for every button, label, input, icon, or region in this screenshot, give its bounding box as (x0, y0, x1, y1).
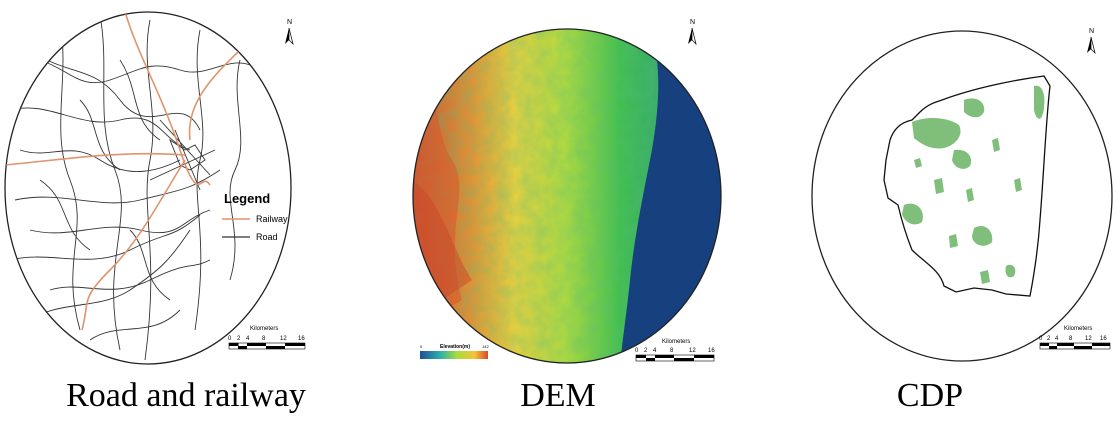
north-label: N (1089, 28, 1094, 35)
scale-tick-16: 16 (1100, 336, 1107, 342)
scale-tick-16: 16 (708, 348, 715, 354)
north-arrow-icon: N (688, 19, 696, 44)
legend-railway-label: Railway (256, 214, 288, 224)
road-railway-panel: Legend Railway Road N Kilometers 0 2 4 8… (0, 0, 372, 443)
scale-bar-title: Kilometers (250, 326, 278, 332)
scale-tick-2: 2 (644, 348, 648, 354)
cdp-panel: N Kilometers 0 2 4 8 12 16 CDP (744, 0, 1116, 443)
scale-tick-0: 0 (228, 336, 232, 342)
dem-panel: Elevation(m) 0 142 N Kilometers 0 2 4 8 … (372, 0, 744, 443)
scale-tick-12: 12 (1085, 336, 1092, 342)
north-arrow-icon: N (1087, 28, 1095, 53)
scale-bar: Kilometers 0 2 4 8 12 16 (228, 326, 305, 349)
elevation-legend: Elevation(m) 0 142 (420, 344, 489, 359)
north-label: N (287, 19, 292, 26)
scale-tick-0: 0 (635, 348, 639, 354)
north-arrow-icon: N (285, 19, 293, 44)
elevation-min-label: 0 (420, 344, 423, 349)
legend-title: Legend (224, 191, 270, 206)
legend-road-label: Road (256, 232, 278, 242)
elevation-color-ramp (420, 351, 488, 359)
elevation-max-label: 142 (482, 344, 489, 349)
scale-bar: Kilometers 0 2 4 8 12 16 (635, 339, 715, 361)
elevation-legend-title: Elevation(m) (440, 344, 470, 350)
caption-dem: DEM (372, 377, 744, 415)
scale-tick-8: 8 (1069, 336, 1073, 342)
north-label: N (690, 19, 695, 26)
scale-tick-4: 4 (653, 348, 657, 354)
caption-road-railway: Road and railway (0, 377, 372, 415)
dem-map: Elevation(m) 0 142 N Kilometers 0 2 4 8 … (372, 0, 744, 370)
scale-tick-2: 2 (237, 336, 241, 342)
cdp-map: N Kilometers 0 2 4 8 12 16 (744, 0, 1116, 370)
scale-tick-4: 4 (246, 336, 250, 342)
scale-bar-title: Kilometers (662, 339, 690, 345)
scale-tick-8: 8 (262, 336, 266, 342)
scale-tick-12: 12 (689, 348, 696, 354)
caption-cdp: CDP (744, 377, 1116, 415)
scale-tick-2: 2 (1047, 336, 1051, 342)
scale-tick-12: 12 (280, 336, 287, 342)
scale-tick-16: 16 (298, 336, 305, 342)
scale-tick-0: 0 (1039, 336, 1043, 342)
scale-tick-4: 4 (1055, 336, 1059, 342)
scale-tick-8: 8 (670, 348, 674, 354)
road-railway-map: Legend Railway Road N Kilometers 0 2 4 8… (0, 0, 372, 370)
scale-bar-title: Kilometers (1064, 326, 1092, 332)
